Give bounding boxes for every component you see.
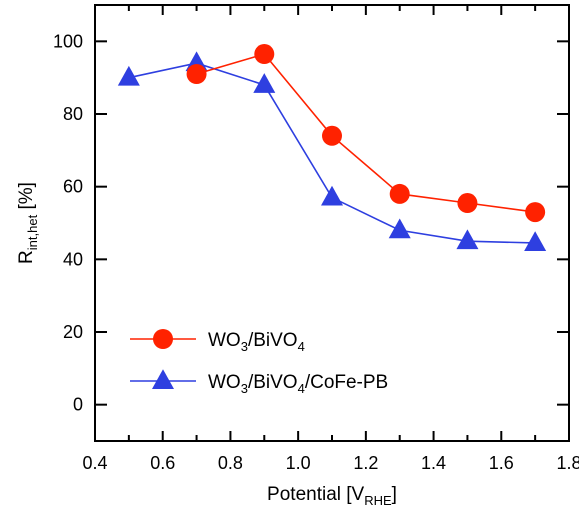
data-point-triangle bbox=[456, 229, 479, 250]
legend-label-part: /BiVO bbox=[248, 330, 298, 351]
series-circle bbox=[186, 44, 546, 223]
legend-label: WO3/BiVO4 bbox=[208, 330, 305, 354]
series-layer bbox=[117, 44, 547, 251]
data-point-triangle bbox=[524, 231, 547, 251]
x-tick-label: 1.2 bbox=[353, 453, 378, 473]
x-tick-label: 1.0 bbox=[286, 453, 311, 473]
x-tick-label: 0.6 bbox=[150, 453, 175, 473]
legend-entry: WO3/BiVO4 bbox=[130, 329, 305, 354]
legend-label: WO3/BiVO4/CoFe-PB bbox=[208, 372, 388, 396]
legend-label-sub: 4 bbox=[298, 339, 305, 354]
x-tick-label: 1.4 bbox=[421, 453, 446, 473]
y-tick-label: 60 bbox=[63, 177, 83, 197]
x-axis-title-end: ] bbox=[392, 484, 397, 505]
legend-entry: WO3/BiVO4/CoFe-PB bbox=[130, 369, 388, 396]
y-axis-title-sub: int,het bbox=[25, 214, 40, 250]
x-tick-label: 0.4 bbox=[82, 453, 107, 473]
legend-label-sub: 4 bbox=[298, 381, 305, 396]
data-point-circle bbox=[389, 183, 410, 204]
data-point-triangle bbox=[388, 218, 411, 239]
y-tick-label: 80 bbox=[63, 104, 83, 124]
y-tick-label: 100 bbox=[53, 31, 83, 51]
data-point-circle bbox=[186, 64, 207, 85]
x-axis-title-main: Potential [V bbox=[267, 484, 364, 505]
y-axis-title-main: R bbox=[16, 250, 37, 264]
x-tick-label: 1.8 bbox=[556, 453, 579, 473]
y-tick-label: 20 bbox=[63, 322, 83, 342]
x-axis-title: Potential [VRHE] bbox=[267, 484, 397, 508]
legend-marker-circle bbox=[153, 329, 173, 349]
legend-marker-triangle bbox=[152, 369, 174, 389]
legend-label-part: WO bbox=[208, 372, 241, 393]
data-point-triangle bbox=[321, 185, 343, 206]
y-tick-label: 40 bbox=[63, 249, 83, 269]
series-triangle bbox=[117, 51, 547, 251]
data-point-circle bbox=[254, 44, 275, 65]
data-point-circle bbox=[322, 125, 342, 146]
y-axis-title-end: [%] bbox=[16, 182, 37, 215]
y-axis-title: Rint,het [%] bbox=[16, 182, 40, 264]
x-tick-label: 0.8 bbox=[218, 453, 243, 473]
legend-label-sub: 3 bbox=[241, 339, 248, 354]
series-line bbox=[128, 62, 536, 244]
y-tick-label: 0 bbox=[73, 395, 83, 415]
data-point-triangle bbox=[117, 65, 140, 86]
x-axis-title-sub: RHE bbox=[364, 493, 392, 508]
series-line bbox=[196, 53, 536, 213]
data-point-triangle bbox=[253, 73, 276, 93]
x-tick-label: 1.6 bbox=[489, 453, 514, 473]
legend-label-sub: 3 bbox=[241, 381, 248, 396]
axes: 0.4 0.6 0.8 1.0 1.2 1.4 1.6 1.8 0 20 40 60 80 100 Pote… bbox=[16, 4, 579, 508]
legend-label-part: WO bbox=[208, 330, 241, 351]
legend-label-part: /CoFe-PB bbox=[305, 372, 388, 393]
data-point-circle bbox=[457, 193, 478, 214]
legend-label-part: /BiVO bbox=[248, 372, 298, 393]
data-point-circle bbox=[525, 202, 546, 223]
